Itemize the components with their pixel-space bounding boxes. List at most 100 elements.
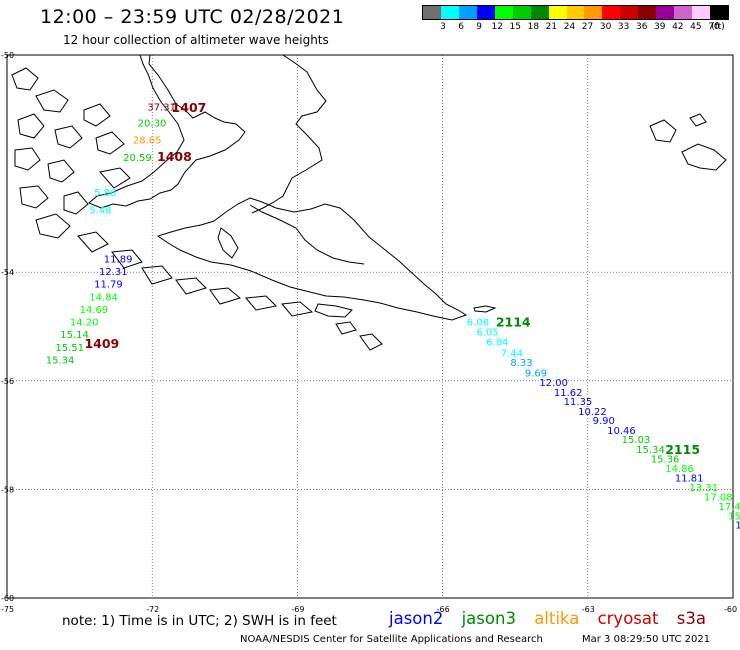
wave-height-label: 14.20 [70, 317, 99, 328]
legend-swatch [620, 6, 639, 19]
color-legend-bar [422, 5, 729, 20]
wave-height-label: 1 [735, 520, 740, 531]
legend-label: 21 [545, 22, 558, 32]
wave-height-label: 15.03 [622, 435, 651, 446]
falklands-west [649, 119, 677, 143]
legend-swatch [656, 6, 675, 19]
wave-height-label: 11.81 [675, 473, 704, 484]
fuego-inner [249, 204, 365, 265]
wave-height-label: 14.84 [89, 292, 118, 303]
pass-labels: 1407 1408 1409 2114 2115 [84, 100, 700, 457]
legend-label: 39 [654, 22, 666, 32]
map-frame [6, 54, 734, 599]
wave-height-label: 7.44 [501, 348, 523, 359]
legend-label: 42 [672, 22, 684, 32]
satellite-s3a: s3a [676, 609, 706, 628]
wave-height-label: 15.34 [636, 445, 665, 456]
satellite-cryosat: cryosat [597, 609, 659, 628]
satellite-jason3: jason3 [461, 609, 516, 628]
legend-label: 12 [491, 22, 503, 32]
map-title: 12:00 – 23:59 UTC 02/28/2021 [40, 6, 345, 28]
wave-height-label: 6.05 [476, 328, 498, 339]
archipelago-a [11, 67, 39, 91]
wave-height-label: 10.22 [578, 407, 607, 418]
legend-label: 6 [458, 22, 464, 32]
legend-label: 45 [690, 22, 702, 32]
wave-height-label: 37.31 [147, 102, 176, 113]
legend-swatch [476, 6, 495, 19]
legend-label: 30 [599, 22, 612, 32]
legend-label: 70 [708, 22, 720, 32]
wave-height-label: 11.89 [104, 254, 133, 265]
wave-height-label: 15.4 [728, 511, 740, 522]
legend-swatch [440, 6, 459, 19]
staten-island [473, 305, 497, 313]
archipelago-o [141, 265, 173, 285]
dawson-island [217, 227, 239, 259]
pass-number-label: 2114 [496, 315, 531, 330]
lon-tick-label: -66 [437, 605, 450, 614]
pass-number-label: 1409 [84, 336, 119, 351]
tierra-del-fuego [156, 197, 468, 321]
gridlines [7, 55, 733, 598]
lon-tick-label: -63 [582, 605, 595, 614]
legend-unit: (ft) [711, 22, 725, 32]
legend-swatch [530, 6, 549, 19]
lat-tick-label: -60 [1, 594, 14, 603]
satellite-legend: jason2 jason3 altika cryosat s3a [389, 609, 719, 628]
atlantic-coast [251, 54, 327, 214]
legend-swatch [710, 6, 728, 19]
legend-swatch [692, 6, 710, 19]
observation-labels: 37.3120.3028.6520.595.865.4811.8912.3111… [46, 102, 740, 531]
wave-height-label: 13.31 [689, 483, 718, 494]
archipelago-r [245, 295, 278, 311]
lon-tick-label: -75 [1, 605, 14, 614]
footer-credit: NOAA/NESDIS Center for Satellite Applica… [240, 634, 710, 645]
archipelago-u [335, 321, 357, 335]
wave-height-label: 20.30 [138, 119, 167, 130]
archipelago-q [209, 287, 242, 305]
lat-tick-label: -54 [1, 268, 14, 277]
legend-swatch [566, 6, 585, 19]
wave-height-label: 11.62 [554, 388, 583, 399]
legend-label: 3 [440, 22, 446, 32]
archipelago-b [35, 89, 69, 113]
archipelago-m [77, 231, 109, 253]
wave-height-label: 11.35 [564, 397, 593, 408]
satellite-altika: altika [534, 609, 580, 628]
wave-height-label: 5.86 [94, 188, 116, 199]
color-legend-labels: 3 6 9 12 15 18 21 24 27 30 33 36 39 42 45 70 (ft) [422, 22, 729, 34]
archipelago-t [359, 333, 383, 351]
axis-tick-labels: -75 -72 -69 -66 -63 -60 -50 -54 -56 -58 -60 [1, 51, 737, 614]
legend-swatch [602, 6, 621, 19]
wave-height-label: 17.08 [704, 492, 733, 503]
wave-height-label: 12.31 [99, 267, 128, 278]
legend-label: 18 [527, 22, 540, 32]
legend-label: 9 [476, 22, 483, 32]
satellite-jason2: jason2 [389, 609, 444, 628]
navarino-island [314, 303, 353, 318]
legend-swatch [512, 6, 531, 19]
mainland-coast [88, 54, 246, 209]
wave-height-label: 15.36 [651, 454, 680, 465]
pass-number-label: 1407 [172, 100, 207, 115]
wave-height-label: 28.65 [133, 136, 162, 147]
wave-height-label: 6.08 [467, 317, 489, 328]
archipelago-j [83, 103, 111, 127]
legend-label: 24 [563, 22, 576, 32]
legend-swatch [494, 6, 513, 19]
legend-label: 15 [509, 22, 522, 32]
wave-height-label: 15.14 [60, 330, 89, 341]
legend-swatch [674, 6, 693, 19]
pass-number-label: 2115 [665, 442, 700, 457]
wave-height-label: 8.33 [510, 358, 532, 369]
legend-label: 27 [581, 22, 594, 32]
wave-height-label: 14.86 [665, 464, 694, 475]
wave-height-label: 9.69 [525, 368, 547, 379]
wave-height-label: 11.79 [94, 279, 123, 290]
map-subtitle: 12 hour collection of altimeter wave hei… [63, 33, 329, 47]
archipelago-s [281, 301, 314, 317]
legend-swatch [423, 6, 441, 19]
legend-label: 33 [617, 22, 630, 32]
